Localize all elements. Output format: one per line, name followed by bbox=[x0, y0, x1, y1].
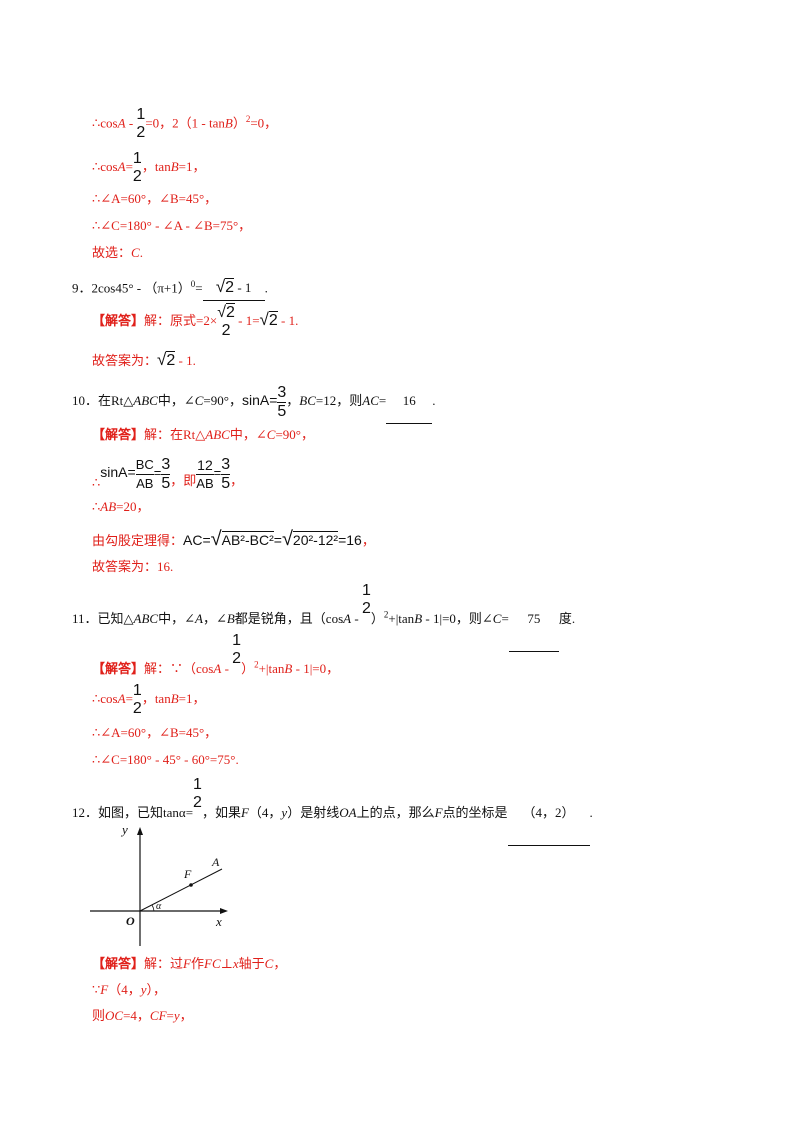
alpha-label: α bbox=[156, 901, 162, 912]
q11-solution-2: ∴cosA= 1 2 ，tanB=1， bbox=[92, 682, 206, 718]
q10-solution-2: ∴sinA= BC AB = 3 5 ，即 12 AB = 3 5， bbox=[92, 455, 244, 492]
q10-stem: 10．在Rt△ABC中，∠C=90°，sinA= 3 5 ，BC=12，则AC= 16. bbox=[72, 378, 435, 424]
q11-solution-3: ∴∠A=60°，∠B=45°， bbox=[92, 725, 218, 740]
q12-solution-1: 【解答】解：过F作FC⊥x轴于C， bbox=[92, 956, 287, 971]
q9-stem: 9．2cos45° - （π+1）0= √2 - 1. bbox=[72, 272, 268, 302]
q12-answer-blank: （4，2） bbox=[507, 781, 590, 846]
q9-solution: 【解答】解：原式=2× √2 2 - 1=√2 - 1. bbox=[92, 303, 299, 340]
q11-stem: 11．已知△ABC中，∠A，∠B都是锐角，且（cosA - 1 2 ）2+|tanB… bbox=[72, 582, 575, 652]
x-axis-arrow bbox=[220, 908, 228, 914]
q12-figure: y x O F A α bbox=[90, 822, 228, 946]
y-axis-label: y bbox=[120, 822, 128, 837]
fraction-sqrt2-over-2: √2 2 bbox=[217, 303, 235, 340]
q8-line-3: ∴∠A=60°，∠B=45°， bbox=[92, 191, 218, 206]
q12-solution-3: 则OC=4，CF=y， bbox=[92, 1008, 193, 1023]
q9-answer-blank: √2 - 1 bbox=[202, 275, 265, 302]
q10-solution-5: 故答案为：16. bbox=[92, 559, 174, 574]
ray-oa bbox=[139, 868, 223, 912]
q8-line-5: 故选：C. bbox=[92, 245, 143, 260]
fraction-bc-ab: BC AB bbox=[135, 456, 154, 491]
point-f-label: F bbox=[183, 867, 192, 881]
q12-solution-2: ∵F（4，y）， bbox=[92, 982, 167, 997]
q11-solution-4: ∴∠C=180° - 45° - 60°=75°. bbox=[92, 752, 239, 767]
q10-answer-blank: 16 bbox=[386, 379, 433, 424]
x-axis-label: x bbox=[215, 914, 222, 929]
fraction-12-ab: 12 AB bbox=[196, 456, 214, 491]
q12-stem: 12．如图，已知tanα= 1 2 ，如果F（4，y）是射线OA上的点，那么F点的坐标… bbox=[72, 776, 593, 846]
q10-solution-4: 由勾股定理得：AC=√AB²-BC²=√20²-12²=16， bbox=[92, 528, 375, 550]
q8-line-1: ∴cosA - 1 2 =0，2（1 - tanB）2=0， bbox=[92, 106, 278, 142]
q8-line-4: ∴∠C=180° - ∠A - ∠B=75°， bbox=[92, 218, 252, 233]
origin-label: O bbox=[126, 914, 135, 928]
q10-solution-1: 【解答】解：在Rt△ABC中，∠C=90°， bbox=[92, 427, 314, 442]
q9-answer: 故答案为：√2 - 1. bbox=[92, 350, 196, 369]
point-a-label: A bbox=[211, 855, 220, 869]
angle-arc bbox=[151, 904, 155, 912]
q11-answer-blank: 75 bbox=[508, 587, 559, 652]
q8-line-2: ∴cosA= 1 2 ，tanB=1， bbox=[92, 150, 206, 186]
point-f bbox=[189, 883, 193, 887]
q11-solution-1: 【解答】解：∵（cosA - 1 2 ）2+|tanB - 1|=0， bbox=[92, 632, 340, 676]
q10-solution-3: ∴AB=20， bbox=[92, 499, 150, 514]
y-axis-arrow bbox=[137, 827, 143, 835]
